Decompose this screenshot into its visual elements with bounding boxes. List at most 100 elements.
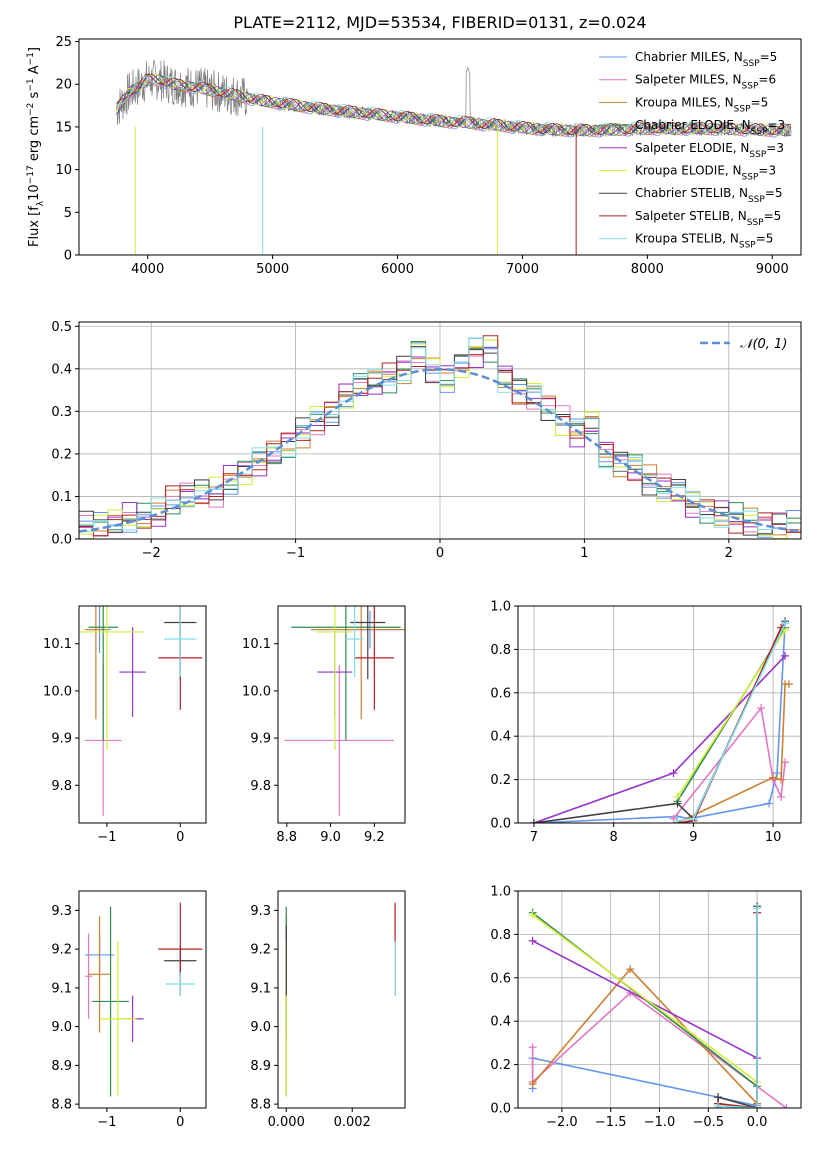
axes-frame xyxy=(517,605,802,824)
x-tick-label: 7 xyxy=(530,830,538,845)
weight-vs-age-axes: 7 8 9 10 0.0 0.2 0.4 0.6 0.8 1.0 xyxy=(490,600,802,845)
weight-marker xyxy=(785,680,794,689)
x-tick-label: −0.5 xyxy=(693,1115,725,1130)
y-tick-label: 8.8 xyxy=(250,1098,271,1113)
axes-frame xyxy=(78,605,207,824)
y-tick-label: 10.0 xyxy=(242,684,271,699)
spectrum-legend: Chabrier MILES, NSSP=5 Salpeter MILES, NS… xyxy=(599,50,785,251)
weight-marker xyxy=(753,904,762,913)
y-tick-label: 0.5 xyxy=(51,320,72,335)
x-tick-label: −2 xyxy=(142,546,161,561)
weight-line xyxy=(672,706,786,820)
x-tick-label: 4000 xyxy=(131,262,164,277)
axes-frame xyxy=(78,38,802,256)
weight-marker xyxy=(757,703,766,712)
weight-marker xyxy=(528,936,537,945)
y-tick-label: 9.0 xyxy=(250,1020,271,1035)
y-tick-label: 20 xyxy=(55,78,72,93)
legend-label: Salpeter MILES, NSSP=6 xyxy=(635,73,776,92)
weight-marker xyxy=(782,1104,791,1108)
y-tick-label: 0.2 xyxy=(490,773,511,788)
y-tick-label: 8.9 xyxy=(51,1059,72,1074)
weight-marker xyxy=(769,773,778,782)
legend-label: Chabrier ELODIE, NSSP=3 xyxy=(635,118,785,137)
y-tick-label: 9.3 xyxy=(51,904,72,919)
weight-marker xyxy=(673,816,682,823)
weight-marker xyxy=(773,769,782,778)
x-tick-label: −1 xyxy=(97,1115,116,1130)
x-tick-label: 0.0 xyxy=(747,1115,768,1130)
x-tick-label: 9.2 xyxy=(364,830,385,845)
x-tick-label: 1 xyxy=(580,546,588,561)
x-tick-label: 2 xyxy=(725,546,733,561)
y-tick-label: 0.0 xyxy=(490,817,511,832)
weight-line xyxy=(533,620,786,823)
legend-label: Chabrier STELIB, NSSP=5 xyxy=(635,186,783,205)
x-tick-label: 9000 xyxy=(756,262,789,277)
y-tick-label: 9.9 xyxy=(51,732,72,747)
histogram-step xyxy=(79,337,801,533)
x-tick-label: 5000 xyxy=(256,262,289,277)
y-tick-label: 8.9 xyxy=(250,1059,271,1074)
y-tick-label: 0.8 xyxy=(490,928,511,943)
y-tick-label: 9.2 xyxy=(250,943,271,958)
legend-label: Salpeter ELODIE, NSSP=3 xyxy=(635,141,784,160)
axes-frame xyxy=(277,605,406,824)
y-tick-label: 0.2 xyxy=(51,447,72,462)
y-tick-label: 25 xyxy=(55,35,72,50)
mass-vs-metallicity-axes-plot-area xyxy=(84,902,203,1097)
y-tick-label: 9.1 xyxy=(51,981,72,996)
y-tick-label: 9.1 xyxy=(250,981,271,996)
weight-marker xyxy=(765,799,774,808)
weight-line xyxy=(533,623,786,823)
weight-marker xyxy=(673,799,682,808)
weight-line xyxy=(532,940,758,1059)
x-tick-label: −1 xyxy=(97,830,116,845)
weight-line xyxy=(533,655,786,823)
y-tick-label: 9.9 xyxy=(250,732,271,747)
spectrum-model-line xyxy=(116,74,792,136)
y-tick-label: 0.1 xyxy=(51,490,72,505)
legend-label: Salpeter STELIB, NSSP=5 xyxy=(635,209,781,228)
x-tick-label: 0 xyxy=(436,546,444,561)
weight-vs-metallicity-axes: −2.0 −1.5 −1.0 −0.5 0.0 0.0 0.2 0.4 0.6 0.8 1.0 xyxy=(490,885,802,1130)
y-tick-label: 1.0 xyxy=(490,885,511,900)
y-tick-label: 0.6 xyxy=(490,971,511,986)
weight-marker xyxy=(529,819,538,823)
age-vs-metallicity-axes: −1 0 9.8 9.9 10.0 10.1 xyxy=(43,605,207,845)
y-tick-label: 0.2 xyxy=(490,1058,511,1073)
normal-reference-curve xyxy=(79,368,801,533)
legend-label: Kroupa STELIB, NSSP=5 xyxy=(635,232,773,251)
x-tick-label: 7000 xyxy=(506,262,539,277)
histogram-axes-plot-area xyxy=(79,335,801,539)
y-tick-label: 0.0 xyxy=(490,1102,511,1117)
x-tick-label: 0.000 xyxy=(268,1115,305,1130)
y-tick-label: 5 xyxy=(64,206,72,221)
spectrum-model-line xyxy=(116,73,792,136)
x-tick-label: −1 xyxy=(286,546,305,561)
weight-line xyxy=(531,991,787,1108)
y-tick-label: 0.4 xyxy=(51,362,72,377)
x-tick-label: 9 xyxy=(689,830,697,845)
y-tick-label: 9.2 xyxy=(51,943,72,958)
weight-marker xyxy=(753,1104,762,1108)
x-tick-label: 10 xyxy=(765,830,782,845)
y-tick-label: 0.6 xyxy=(490,686,511,701)
x-tick-label: 9.0 xyxy=(320,830,341,845)
y-tick-label: 0.4 xyxy=(490,730,511,745)
x-tick-label: −1.0 xyxy=(644,1115,676,1130)
weight-line xyxy=(717,912,758,1108)
x-tick-label: 8000 xyxy=(631,262,664,277)
x-tick-label: −1.5 xyxy=(595,1115,627,1130)
y-tick-label: 9.8 xyxy=(51,779,72,794)
weight-line xyxy=(677,683,790,823)
y-tick-label: 8.8 xyxy=(51,1098,72,1113)
y-tick-label: 10 xyxy=(55,163,72,178)
weight-line xyxy=(532,914,758,1083)
x-tick-label: −2.0 xyxy=(546,1115,578,1130)
y-tick-label: 9.0 xyxy=(51,1020,72,1035)
axes-frame xyxy=(78,890,207,1109)
spectrum-model-line xyxy=(116,78,792,137)
weight-marker xyxy=(781,619,790,628)
